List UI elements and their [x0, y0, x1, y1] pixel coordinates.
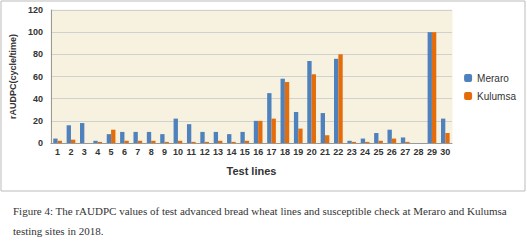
svg-text:11: 11 [187, 147, 197, 157]
svg-text:100: 100 [28, 27, 43, 37]
svg-text:6: 6 [122, 147, 127, 157]
svg-text:3: 3 [82, 147, 87, 157]
svg-text:60: 60 [33, 72, 43, 82]
svg-text:29: 29 [427, 147, 437, 157]
svg-text:80: 80 [33, 49, 43, 59]
svg-text:16: 16 [253, 147, 263, 157]
svg-text:22: 22 [333, 147, 343, 157]
svg-text:Figure 4: The rAUDPC values of: Figure 4: The rAUDPC values of test adva… [13, 205, 509, 217]
svg-text:18: 18 [280, 147, 290, 157]
svg-text:4: 4 [95, 147, 100, 157]
svg-text:7: 7 [135, 147, 140, 157]
svg-text:13: 13 [213, 147, 223, 157]
svg-text:9: 9 [162, 147, 167, 157]
svg-text:15: 15 [240, 147, 250, 157]
svg-text:8: 8 [149, 147, 154, 157]
svg-text:testing sites in 2018.: testing sites in 2018. [13, 225, 104, 237]
svg-text:19: 19 [293, 147, 303, 157]
svg-text:23: 23 [347, 147, 357, 157]
svg-text:12: 12 [200, 147, 210, 157]
svg-text:28: 28 [414, 147, 424, 157]
svg-text:2: 2 [68, 147, 73, 157]
svg-text:24: 24 [360, 147, 370, 157]
svg-text:rAUDPC(cycle/time): rAUDPC(cycle/time) [8, 34, 18, 119]
svg-text:1: 1 [55, 147, 60, 157]
svg-text:21: 21 [320, 147, 330, 157]
svg-text:0: 0 [38, 138, 43, 148]
svg-text:Meraro: Meraro [477, 73, 509, 84]
svg-text:26: 26 [387, 147, 397, 157]
svg-text:20: 20 [33, 116, 43, 126]
svg-text:20: 20 [307, 147, 317, 157]
svg-text:40: 40 [33, 94, 43, 104]
svg-text:14: 14 [226, 147, 236, 157]
svg-text:27: 27 [400, 147, 410, 157]
svg-text:10: 10 [173, 147, 183, 157]
svg-text:Kulumsa: Kulumsa [477, 91, 516, 102]
svg-text:120: 120 [28, 5, 43, 15]
svg-text:Test lines: Test lines [226, 165, 276, 177]
svg-text:17: 17 [267, 147, 277, 157]
svg-text:30: 30 [440, 147, 450, 157]
svg-text:5: 5 [109, 147, 114, 157]
svg-text:25: 25 [373, 147, 383, 157]
